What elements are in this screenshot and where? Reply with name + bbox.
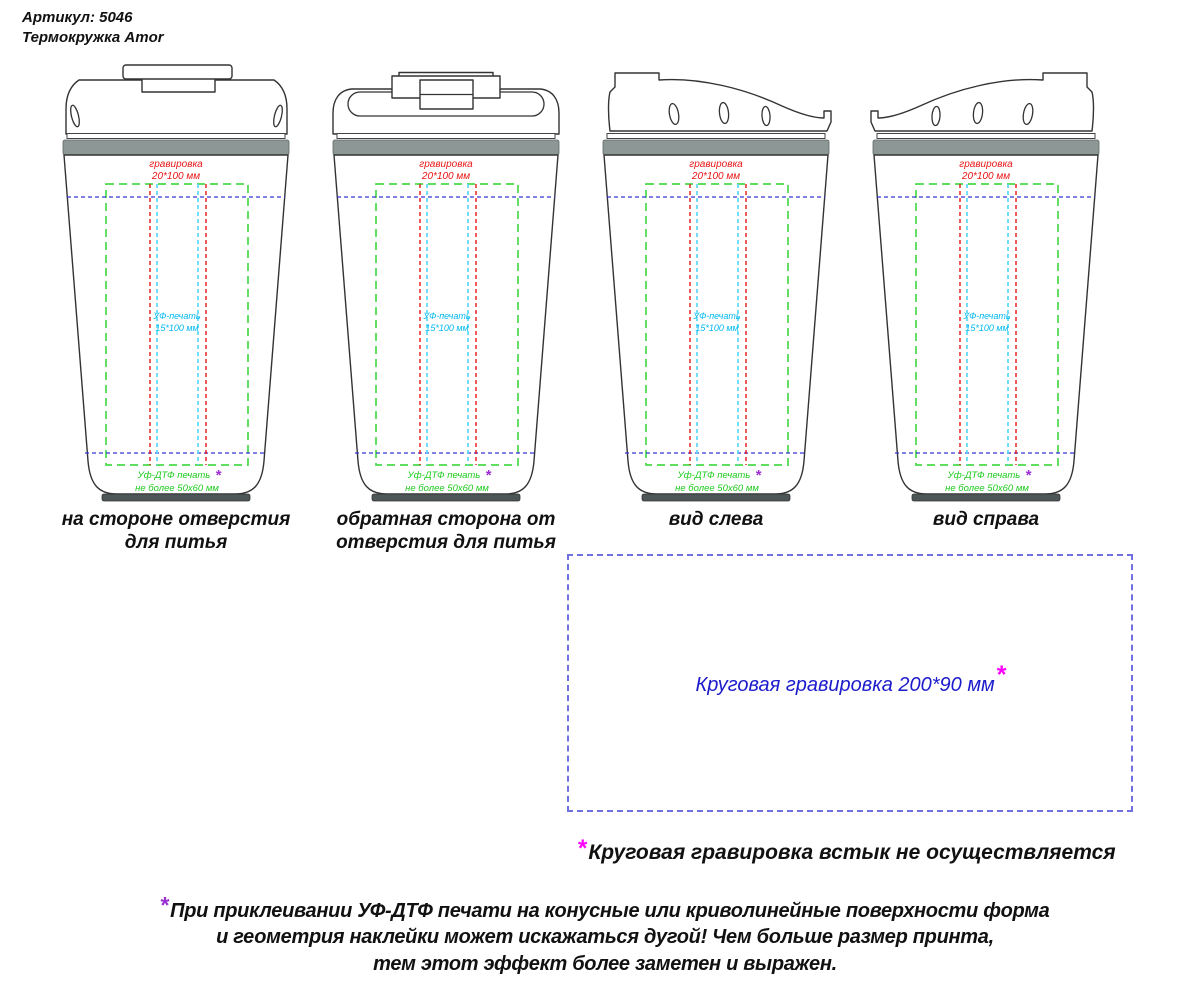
steel-band: [872, 139, 1100, 156]
article-number: Артикул: 5046: [22, 9, 133, 26]
engraving-size: 20*100 мм: [691, 171, 740, 182]
print-zones: гравировка 20*100 мм УФ-печать 15*100 мм…: [607, 159, 825, 494]
lid-left: [607, 72, 832, 132]
uv-print-size: 15*100 мм: [155, 323, 198, 333]
circular-engraving-area: Круговая гравировка 200*90 мм*: [567, 554, 1133, 812]
caption-line: для питья: [124, 532, 228, 554]
uv-print-label: УФ-печать: [422, 311, 470, 321]
mug-base: [641, 493, 791, 502]
product-name: Термокружка Amor: [22, 28, 164, 46]
uv-print-size: 15*100 мм: [965, 323, 1008, 333]
uv-dtf-zone: [915, 183, 1059, 466]
caption-line: на стороне отверстия: [61, 509, 291, 530]
uv-dtf-label: Уф-ДТФ печать: [407, 470, 481, 481]
lid-lip: [876, 133, 1096, 139]
uv-dtf-size: не более 50х60 мм: [675, 483, 759, 494]
lid-lip: [66, 133, 286, 139]
engraving-label: гравировка: [149, 159, 203, 170]
engraving-size: 20*100 мм: [961, 171, 1010, 182]
asterisk-marker: *: [755, 467, 762, 484]
uv-dtf-label: Уф-ДТФ печать: [947, 470, 1021, 481]
uv-dtf-zone: [645, 183, 789, 466]
lid-front: [65, 64, 288, 135]
caption-back-view: обратная сторона от отверстия для питья: [296, 508, 596, 554]
mug-left-view: гравировка 20*100 мм УФ-печать 15*100 мм…: [596, 63, 836, 513]
caption-front-view: на стороне отверстия для питья: [26, 508, 326, 554]
print-zones: гравировка 20*100 мм УФ-печать 15*100 мм…: [67, 159, 285, 494]
note-butt-joint: *Круговая гравировка встык не осуществля…: [578, 835, 1116, 866]
note-dtf-line: и геометрия наклейки может искажаться ду…: [216, 926, 994, 949]
steel-band: [62, 139, 290, 156]
mug-base: [101, 493, 251, 502]
note-dtf-line: тем этот эффект более заметен и выражен.: [373, 952, 837, 975]
uv-print-label: УФ-печать: [962, 311, 1010, 321]
caption-line: вид справа: [932, 509, 1040, 530]
print-zones: гравировка 20*100 мм УФ-печать 15*100 мм…: [337, 159, 555, 494]
print-zones: гравировка 20*100 мм УФ-печать 15*100 мм…: [877, 159, 1095, 494]
engraving-size: 20*100 мм: [421, 171, 470, 182]
note-dtf-warning: *При приклеивании УФ-ДТФ печати на конус…: [95, 892, 1115, 977]
mug-back-drawing: гравировка 20*100 мм УФ-печать 15*100 мм…: [332, 71, 560, 502]
mug-back-view: гравировка 20*100 мм УФ-печать 15*100 мм…: [326, 63, 566, 513]
lid-right: [870, 72, 1095, 132]
uv-print-size: 15*100 мм: [425, 323, 468, 333]
circular-engraving-text: Круговая гравировка 200*90 мм: [695, 673, 995, 696]
uv-print-label: УФ-печать: [692, 311, 740, 321]
lid-back: [332, 71, 560, 135]
caption-left-view: вид слева: [566, 508, 866, 531]
engraving-label: гравировка: [959, 159, 1013, 170]
asterisk-marker: *: [215, 467, 222, 484]
asterisk-marker: *: [160, 892, 170, 918]
caption-line: обратная сторона от: [336, 509, 556, 530]
lid-lip: [606, 133, 826, 139]
caption-right-view: вид справа: [836, 508, 1136, 531]
note-dtf-line: *При приклеивании УФ-ДТФ печати на конус…: [95, 892, 1115, 924]
mug-front-view: гравировка 20*100 мм УФ-печать 15*100 мм…: [56, 63, 296, 513]
mug-base: [911, 493, 1061, 502]
caption-line: отверстия для питья: [336, 532, 556, 554]
uv-dtf-zone: [375, 183, 519, 466]
header-block: Артикул: 5046 Термокружка Amor: [22, 8, 164, 47]
asterisk-marker: *: [1025, 467, 1032, 484]
mug-base: [371, 493, 521, 502]
caption-line: вид слева: [668, 509, 764, 530]
circular-engraving-label: Круговая гравировка 200*90 мм*: [695, 661, 1007, 698]
mug-left-drawing: гравировка 20*100 мм УФ-печать 15*100 мм…: [602, 72, 832, 502]
uv-dtf-size: не более 50х60 мм: [405, 483, 489, 494]
uv-dtf-zone: [105, 183, 249, 466]
engraving-label: гравировка: [419, 159, 473, 170]
steel-band: [602, 139, 830, 156]
asterisk-marker: *: [996, 660, 1007, 689]
uv-print-size: 15*100 мм: [695, 323, 738, 333]
uv-dtf-label: Уф-ДТФ печать: [677, 470, 751, 481]
asterisk-marker: *: [485, 467, 492, 484]
steel-band: [332, 139, 560, 156]
uv-dtf-label: Уф-ДТФ печать: [137, 470, 211, 481]
uv-print-label: УФ-печать: [152, 311, 200, 321]
note-butt-joint-text: Круговая гравировка встык не осуществляе…: [588, 841, 1116, 864]
mug-right-view: гравировка 20*100 мм УФ-печать 15*100 мм…: [866, 63, 1106, 513]
mug-right-drawing: гравировка 20*100 мм УФ-печать 15*100 мм…: [870, 72, 1100, 502]
uv-dtf-size: не более 50х60 мм: [135, 483, 219, 494]
note-dtf-text: При приклеивании УФ-ДТФ печати на конусн…: [170, 900, 1050, 922]
lid-lip: [336, 133, 556, 139]
engraving-size: 20*100 мм: [151, 171, 200, 182]
asterisk-marker: *: [578, 835, 588, 862]
uv-dtf-size: не более 50х60 мм: [945, 483, 1029, 494]
engraving-label: гравировка: [689, 159, 743, 170]
mug-front-drawing: гравировка 20*100 мм УФ-печать 15*100 мм…: [62, 64, 290, 502]
